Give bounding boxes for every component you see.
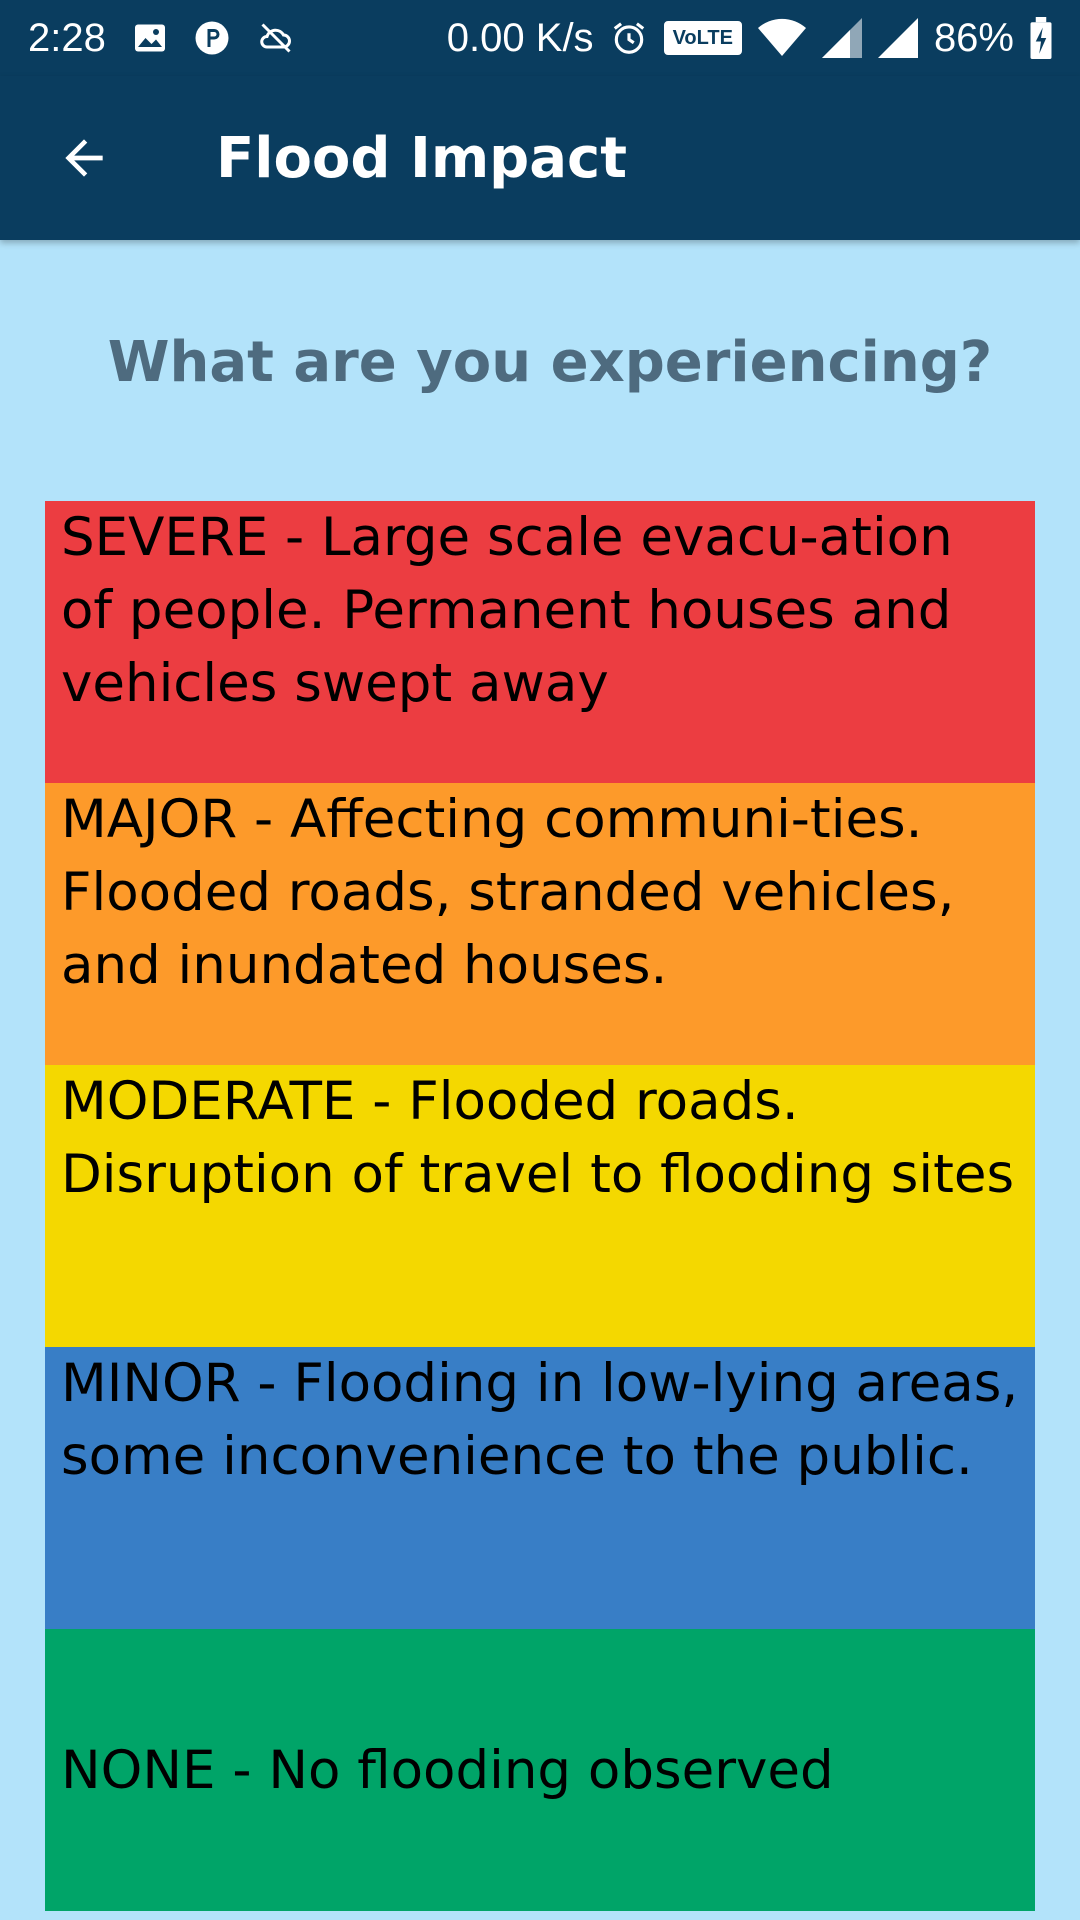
gallery-icon <box>132 20 168 56</box>
back-button[interactable] <box>24 98 144 218</box>
signal-icon <box>821 18 862 58</box>
option-none-label: NONE - No flooding observed <box>61 1739 834 1801</box>
page-title: Flood Impact <box>216 125 628 191</box>
net-speed: 0.00 K/s <box>446 15 594 60</box>
option-minor[interactable]: MINOR - Flooding in low-lying areas, som… <box>45 1347 1035 1629</box>
question-heading: What are you experiencing? <box>107 330 993 395</box>
parking-icon <box>194 20 230 56</box>
wifi-icon <box>757 18 806 58</box>
option-moderate[interactable]: MODERATE - Flooded roads. Disruption of … <box>45 1065 1035 1347</box>
status-time: 2:28 <box>28 15 106 60</box>
option-major[interactable]: MAJOR - Affecting communi-ties. Flooded … <box>45 783 1035 1065</box>
status-bar: 2:28 0.00 K/s VoLTE 86% <box>0 0 1080 76</box>
battery-percent: 86% <box>933 15 1014 60</box>
option-moderate-label: MODERATE - Flooded roads. Disruption of … <box>61 1071 1015 1205</box>
cloud-off-icon <box>256 20 296 56</box>
option-severe[interactable]: SEVERE - Large scale evacu-ation of peop… <box>45 501 1035 783</box>
app-bar: Flood Impact <box>0 76 1080 240</box>
arrow-back-icon <box>65 139 103 177</box>
volte-badge: VoLTE <box>663 21 742 55</box>
option-none[interactable]: NONE - No flooding observed <box>45 1629 1035 1911</box>
option-severe-label: SEVERE - Large scale evacu-ation of peop… <box>61 507 953 714</box>
option-major-label: MAJOR - Affecting communi-ties. Flooded … <box>61 789 955 996</box>
option-minor-label: MINOR - Flooding in low-lying areas, som… <box>61 1353 1019 1487</box>
alarm-icon <box>610 19 648 57</box>
battery-charging-icon <box>1030 17 1052 59</box>
impact-options-list: SEVERE - Large scale evacu-ation of peop… <box>45 501 1035 1911</box>
signal-icon-2 <box>877 18 918 58</box>
